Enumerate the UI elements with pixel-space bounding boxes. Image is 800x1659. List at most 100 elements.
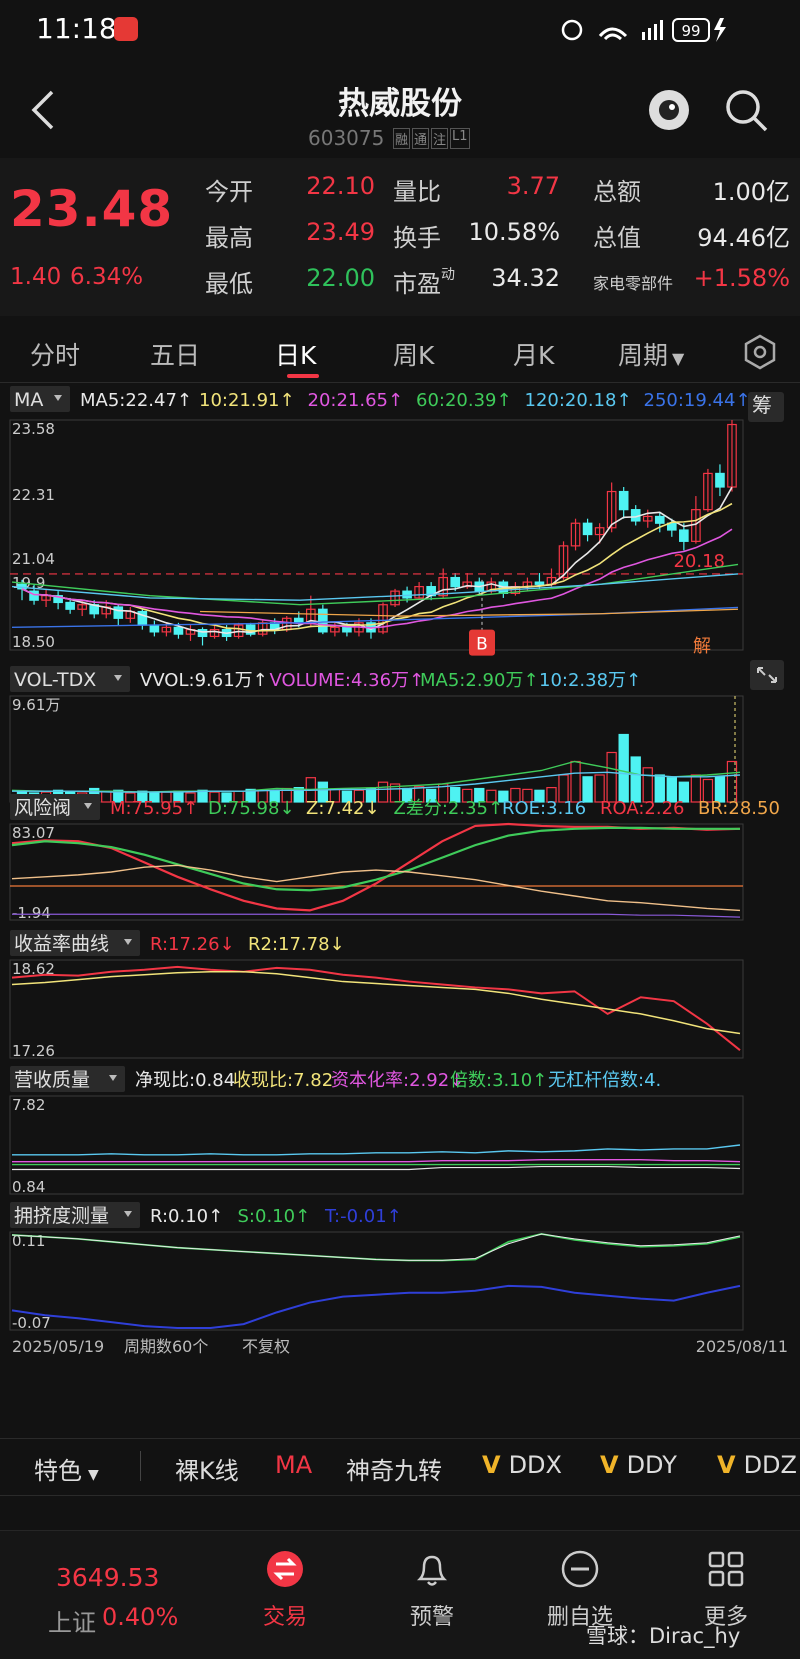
caret-down-icon <box>114 675 122 681</box>
search-icon[interactable] <box>722 86 770 134</box>
mascot-icon[interactable] <box>645 86 693 134</box>
app-notification-icon <box>114 17 138 41</box>
panel-frame <box>9 823 744 921</box>
ma5-line <box>21 486 733 635</box>
index-value[interactable]: 3649.53 <box>56 1563 160 1592</box>
price-label: 22.31 <box>12 486 55 504</box>
crowd-t-line <box>11 1284 741 1330</box>
feature-ddz[interactable]: V DDZ <box>717 1451 797 1479</box>
volume-bar <box>654 774 665 803</box>
candle-body <box>209 629 220 638</box>
indicator-selector[interactable] <box>10 666 130 692</box>
chart-area[interactable]: MA MA5:22.47↑ 10:21.91↑ 20:21.65↑ 60:20.39↑ 1… <box>0 384 800 1434</box>
indicator-selector[interactable] <box>10 794 100 820</box>
volume-bar <box>474 787 485 803</box>
nav-remove-watchlist[interactable]: 删自选 <box>540 1549 620 1631</box>
volume-bar <box>377 781 389 803</box>
caret-down-icon <box>124 939 132 945</box>
feature-selector[interactable]: 特色 ▼ <box>34 1457 99 1485</box>
current-price: 23.48 <box>10 180 174 238</box>
stat-label: 家电零部件 <box>593 274 674 293</box>
legend-item: 120:20.18↑ <box>525 390 632 411</box>
stat-value: 23.49 <box>306 218 375 246</box>
feature-ddx[interactable]: V DDX <box>482 1451 562 1479</box>
legend-item: 60:20.39↑ <box>416 390 512 411</box>
legend-item: VOLUME:4.36万↑ <box>270 670 425 691</box>
stat-value: 22.00 <box>306 264 375 292</box>
legend-item: 净现比:0.84 <box>135 1070 235 1091</box>
tab-intraday[interactable]: 分时 <box>30 341 81 370</box>
battery-icon <box>672 18 710 42</box>
x-axis-start: 2025/05/19 <box>12 1337 104 1356</box>
ma20-line <box>21 528 733 629</box>
ma10-line <box>21 502 733 632</box>
status-time: 11:18 <box>36 12 117 45</box>
nav-more[interactable]: 更多 <box>696 1549 756 1631</box>
v-icon: V <box>717 1451 736 1479</box>
expand-icon[interactable] <box>750 660 784 690</box>
feature-ma[interactable]: MA <box>275 1451 313 1479</box>
chip-button[interactable] <box>748 392 784 422</box>
caret-down-icon <box>84 803 92 809</box>
panel-frame <box>9 1095 744 1195</box>
candle-body <box>149 624 160 633</box>
jie-marker-label: 解 <box>693 636 711 657</box>
chip-label: 筹 <box>752 393 772 417</box>
candle-body <box>462 581 473 588</box>
indicator-selector[interactable] <box>10 930 140 956</box>
feature-naked-k[interactable]: 裸K线 <box>175 1457 239 1485</box>
tab-weekly-k[interactable]: 周K <box>393 341 435 370</box>
charging-icon <box>714 18 726 42</box>
stat-label: 市盈动 <box>393 267 455 298</box>
legend-item: S:0.10↑ <box>238 1206 311 1227</box>
legend-item: 20:21.65↑ <box>308 390 404 411</box>
legend-item: D:75.98↓ <box>208 798 295 819</box>
indicator-selector-label: 收益率曲线 <box>14 933 109 955</box>
nav-alert[interactable]: 预警 <box>402 1549 462 1631</box>
indicator-selector[interactable] <box>10 1066 125 1092</box>
legend-item: ROE:3.16 <box>502 798 586 819</box>
legend-item: 无杠杆倍数:4. <box>548 1070 661 1091</box>
index-name: 上证 <box>48 1609 96 1637</box>
candle-body <box>642 515 653 522</box>
candle-body <box>318 608 328 633</box>
back-icon[interactable] <box>28 88 58 132</box>
legend-item: 10:2.38万↑ <box>539 670 641 691</box>
tab-period-dropdown[interactable]: 周期 ▼ <box>618 341 685 370</box>
tab-monthly-k[interactable]: 月K <box>513 341 555 370</box>
stat-label: 最低 <box>205 270 253 298</box>
wifi-icon <box>598 27 628 38</box>
stat-value: 10.58% <box>468 218 560 246</box>
indicator-selector[interactable] <box>10 1202 140 1228</box>
legend-item: Z差分:2.35↑ <box>394 798 504 819</box>
revenue-leverage-line <box>12 1144 741 1156</box>
candle-body <box>233 624 244 638</box>
nav-trade[interactable]: 交易 <box>255 1549 315 1631</box>
volume-bar <box>353 789 365 803</box>
caret-down-icon: ▼ <box>672 349 685 368</box>
feature-ddy[interactable]: V DDY <box>600 1451 677 1479</box>
volume-bar <box>317 781 329 803</box>
tab-daily-k[interactable]: 日K <box>275 341 317 370</box>
tab-five-day[interactable]: 五日 <box>150 341 201 370</box>
legend-item: ROA:2.26 <box>600 798 685 819</box>
crowd-min-label: -0.07 <box>12 1314 51 1332</box>
volume-bar <box>546 787 557 803</box>
panel-frame <box>9 695 744 803</box>
candle-body <box>570 522 581 547</box>
volume-bar <box>413 786 425 803</box>
bottom-nav: 3649.53 上证 0.40% 交易 预警 删自选 更多 <box>0 1530 800 1659</box>
price-change: 1.40 <box>10 264 62 290</box>
volume-bar <box>594 774 605 803</box>
x-axis-end: 2025/08/11 <box>696 1337 788 1356</box>
settings-hex-icon[interactable] <box>740 332 780 372</box>
candle-body <box>667 522 677 531</box>
status-icons: 99 <box>561 18 726 42</box>
feature-nine-turns[interactable]: 神奇九转 <box>346 1457 442 1485</box>
indicator-selector[interactable] <box>10 386 70 412</box>
legend-item: 资本化率:2.92↓ <box>331 1070 464 1091</box>
volume-bar <box>642 767 653 803</box>
stat-value: +1.58% <box>693 264 790 292</box>
panel-frame <box>9 419 744 651</box>
volume-bar <box>389 783 401 803</box>
